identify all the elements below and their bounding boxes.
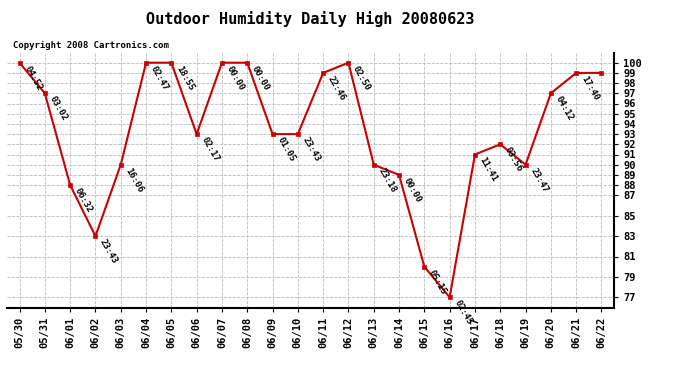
Text: Copyright 2008 Cartronics.com: Copyright 2008 Cartronics.com xyxy=(13,41,169,50)
Text: 00:00: 00:00 xyxy=(250,64,271,92)
Text: 11:41: 11:41 xyxy=(477,156,499,184)
Text: 00:00: 00:00 xyxy=(225,64,246,92)
Text: 22:46: 22:46 xyxy=(326,74,347,102)
Text: 00:00: 00:00 xyxy=(402,176,423,204)
Text: 03:56: 03:56 xyxy=(503,146,524,174)
Text: 17:40: 17:40 xyxy=(579,74,600,102)
Text: 04:12: 04:12 xyxy=(553,95,575,123)
Text: 05:15: 05:15 xyxy=(427,268,449,296)
Text: 02:17: 02:17 xyxy=(199,135,221,163)
Text: 16:06: 16:06 xyxy=(124,166,145,194)
Text: 04:52: 04:52 xyxy=(22,64,43,92)
Text: 23:18: 23:18 xyxy=(377,166,397,194)
Text: 23:43: 23:43 xyxy=(98,237,119,265)
Text: 18:55: 18:55 xyxy=(174,64,195,92)
Text: Outdoor Humidity Daily High 20080623: Outdoor Humidity Daily High 20080623 xyxy=(146,11,475,27)
Text: 02:47: 02:47 xyxy=(149,64,170,92)
Text: 01:05: 01:05 xyxy=(275,135,297,163)
Text: 03:02: 03:02 xyxy=(48,95,69,123)
Text: 23:43: 23:43 xyxy=(301,135,322,163)
Text: 02:50: 02:50 xyxy=(351,64,373,92)
Text: 06:32: 06:32 xyxy=(73,186,94,214)
Text: 02:45: 02:45 xyxy=(453,299,473,327)
Text: 23:47: 23:47 xyxy=(529,166,549,194)
